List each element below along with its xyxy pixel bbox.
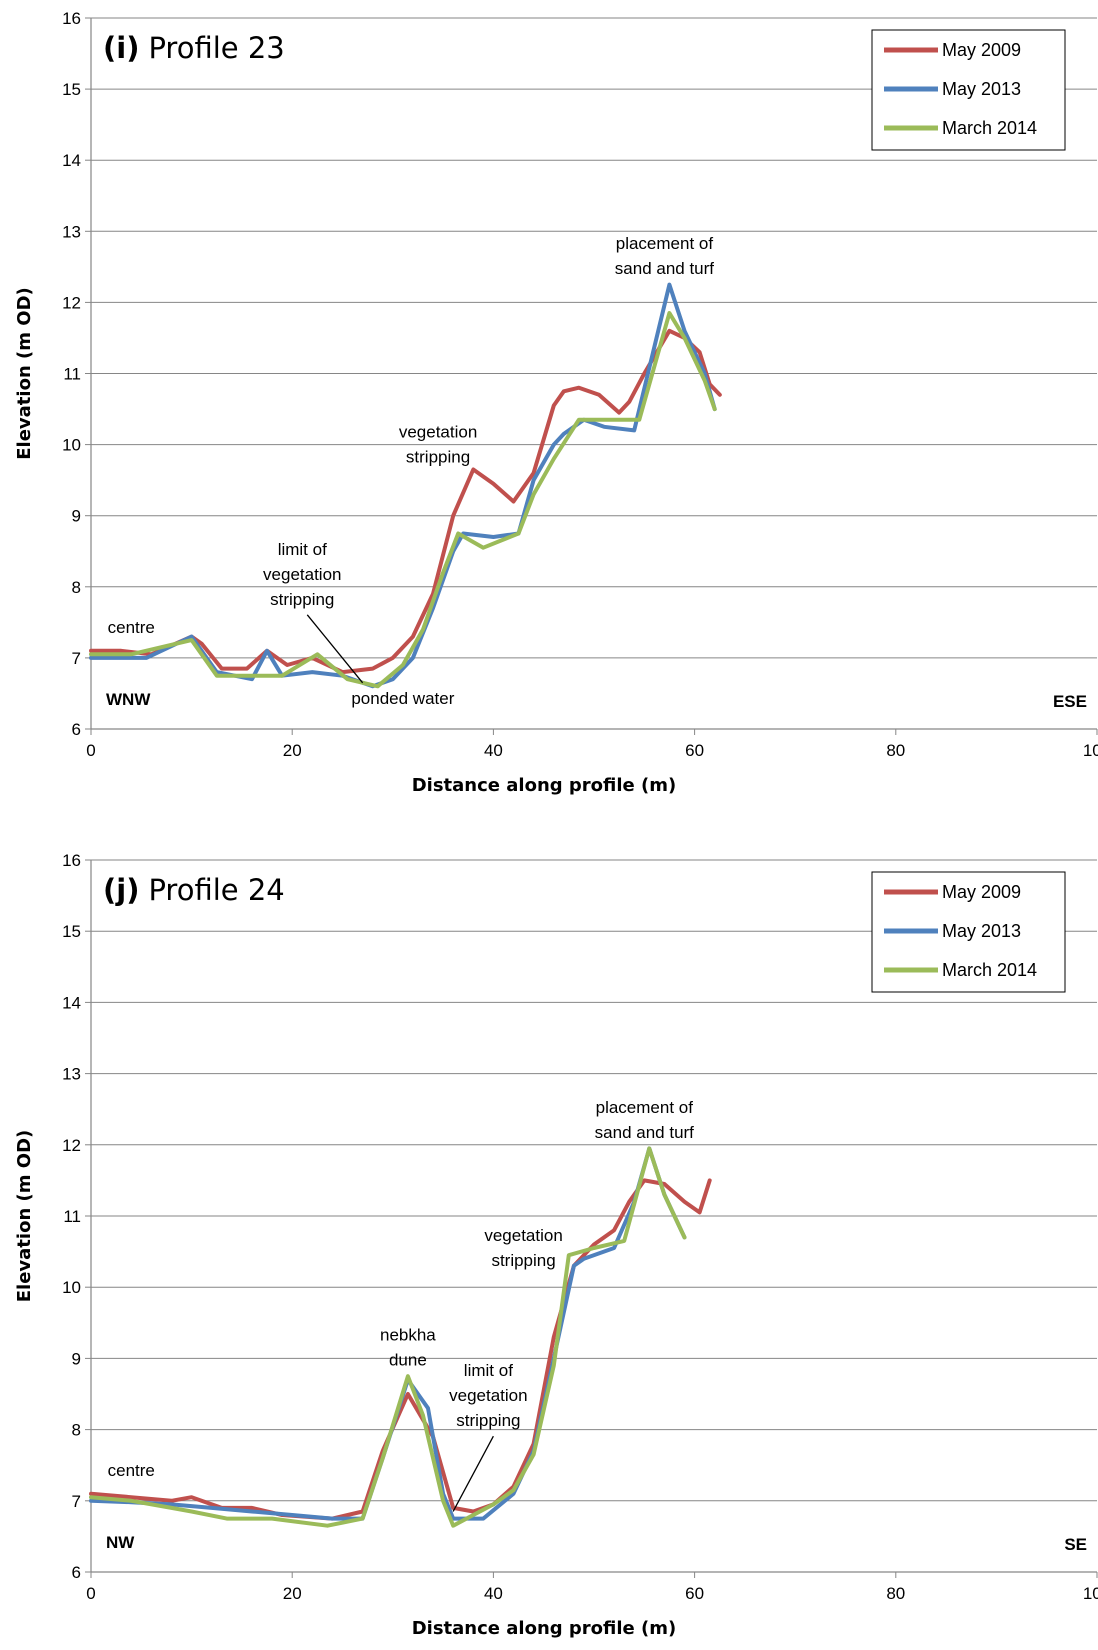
series-line-3 [89,311,717,689]
annotation-text: centre [108,618,155,637]
chart-1: 6 7 8 9 10 11 12 13 14 15 16 0 20 40 60 80 100 Distance a… [14,9,1098,796]
annotation-text: stripping [406,447,470,466]
annotation-text: placement of [596,1098,694,1117]
annotation-text: nebkha [380,1326,436,1345]
series-line-1 [89,1178,712,1521]
y-tick-label: 8 [72,578,81,597]
annotation-text: placement of [616,234,714,253]
legend-label: May 2009 [942,882,1021,902]
y-tick-label: 7 [72,1492,81,1511]
y-tick-label: 14 [62,151,81,170]
y-tick-label: 13 [62,1065,81,1084]
legend: May 2009 May 2013 March 2014 [871,871,1066,993]
annotation-text: vegetation [449,1386,527,1405]
chart-title: (j) Profile 24 [103,873,285,907]
annotation-text: vegetation [399,422,477,441]
legend: May 2009 May 2013 March 2014 [871,29,1066,151]
annotation-text: dune [389,1351,427,1370]
annotation-text: vegetation [484,1226,562,1245]
direction-left-label: NW [106,1533,135,1552]
x-axis-title: Distance along profile (m) [412,775,677,796]
y-tick-label: 7 [72,649,81,668]
x-tick-label: 40 [484,741,503,760]
y-tick-label: 6 [72,1563,81,1582]
y-tick-label: 11 [63,1207,81,1226]
direction-right-label: ESE [1053,692,1087,711]
chart-title-text: Profile 23 [148,31,284,65]
y-tick-label: 10 [62,436,81,455]
x-tick-label: 80 [886,741,905,760]
x-tick-label: 60 [685,1584,704,1603]
y-axis-title: Elevation (m OD) [14,287,35,460]
annotation-text: sand and turf [595,1123,695,1142]
series-line-2 [89,282,717,689]
y-tick-label: 9 [72,1349,81,1368]
y-tick-label: 14 [62,993,81,1012]
annotation-text: limit of [464,1361,513,1380]
annotation-text: ponded water [351,689,454,708]
legend-label: March 2014 [942,118,1037,138]
y-tick-label: 6 [72,720,81,739]
y-tick-label: 15 [62,80,81,99]
x-tick-label: 100 [1083,1584,1098,1603]
x-tick-label: 60 [685,741,704,760]
legend-label: May 2009 [942,40,1021,60]
y-tick-label: 16 [62,851,81,870]
x-tick-label: 0 [86,1584,95,1603]
chart-2: 6 7 8 9 10 11 12 13 14 15 16 0 20 40 60 80 100 Distance a… [14,851,1098,1639]
chart-title: (i) Profile 23 [103,31,285,65]
annotation-pointer [452,1435,494,1512]
y-tick-label: 16 [62,9,81,28]
x-tick-label: 20 [283,1584,302,1603]
series-line-2 [89,1146,687,1521]
direction-right-label: SE [1064,1535,1087,1554]
y-tick-label: 12 [62,293,81,312]
legend-label: May 2013 [942,921,1021,941]
y-tick-label: 12 [62,1136,81,1155]
y-tick-label: 13 [62,222,81,241]
annotation-text: vegetation [263,565,341,584]
annotation-text: stripping [270,590,334,609]
x-tick-label: 40 [484,1584,503,1603]
y-tick-label: 8 [72,1421,81,1440]
annotation-text: centre [108,1461,155,1480]
x-axis-title: Distance along profile (m) [412,1618,677,1639]
x-tick-label: 0 [86,741,95,760]
annotation-text: stripping [456,1411,520,1430]
annotation-pointer [306,614,364,684]
chart-title-prefix: (i) [103,31,139,65]
x-tick-label: 100 [1083,741,1098,760]
direction-left-label: WNW [106,690,151,709]
series-line-3 [89,1146,687,1528]
y-tick-label: 10 [62,1278,81,1297]
y-tick-label: 9 [72,507,81,526]
annotation-text: sand and turf [615,259,715,278]
annotation-text: limit of [278,540,327,559]
x-tick-label: 20 [283,741,302,760]
chart-title-prefix: (j) [103,873,139,907]
chart-title-text: Profile 24 [148,873,284,907]
x-tick-label: 80 [886,1584,905,1603]
y-tick-label: 15 [62,922,81,941]
y-axis-title: Elevation (m OD) [14,1130,35,1303]
y-tick-label: 11 [63,365,81,384]
legend-label: March 2014 [942,960,1037,980]
annotation-text: stripping [491,1251,555,1270]
legend-label: May 2013 [942,79,1021,99]
series-line-1 [89,328,722,675]
